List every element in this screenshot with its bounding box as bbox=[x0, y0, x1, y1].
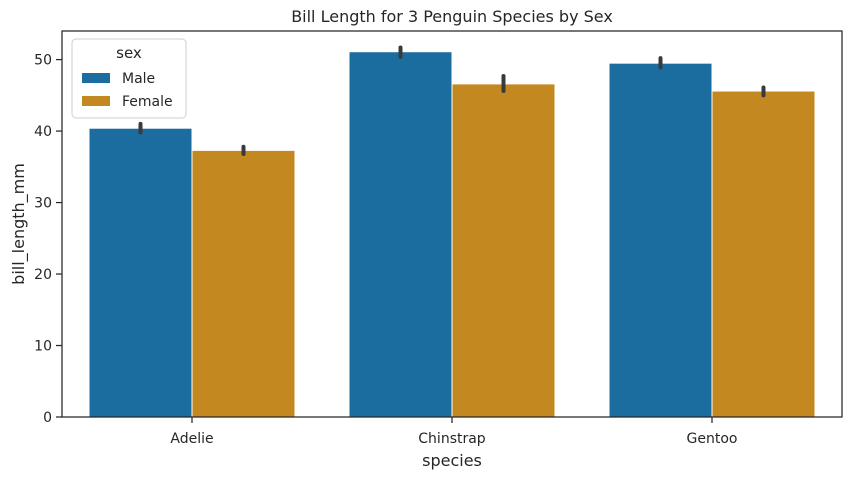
bar-chinstrap-male bbox=[348, 51, 453, 418]
bar-gentoo-female bbox=[711, 90, 816, 418]
legend-swatch-female bbox=[82, 96, 110, 106]
x-tick-label-gentoo: Gentoo bbox=[687, 431, 738, 447]
bar-adelie-male bbox=[88, 127, 193, 418]
bar-chinstrap-female bbox=[451, 83, 556, 418]
legend-label-female: Female bbox=[122, 94, 173, 110]
y-tick-label-50: 50 bbox=[34, 53, 52, 69]
legend-swatch-male bbox=[82, 73, 110, 83]
y-tick-label-30: 30 bbox=[34, 196, 52, 212]
legend-label-male: Male bbox=[122, 71, 155, 87]
error-bars-layer bbox=[138, 45, 766, 156]
y-axis-label: bill_length_mm bbox=[9, 163, 29, 285]
axes-layer: 0 10 20 30 40 50 Adelie Chinstrap Gentoo bbox=[34, 30, 843, 447]
y-tick-label-10: 10 bbox=[34, 339, 52, 355]
y-tick-label-20: 20 bbox=[34, 267, 52, 283]
y-tick-label-40: 40 bbox=[34, 124, 52, 140]
legend: sex Male Female bbox=[71, 38, 187, 119]
bar-gentoo-male bbox=[608, 62, 713, 418]
bars-layer bbox=[88, 51, 816, 418]
chart-title: Bill Length for 3 Penguin Species by Sex bbox=[291, 7, 613, 26]
bar-adelie-female bbox=[191, 149, 296, 418]
y-tick-label-0: 0 bbox=[43, 410, 52, 426]
x-tick-label-chinstrap: Chinstrap bbox=[418, 431, 486, 447]
legend-title: sex bbox=[116, 44, 142, 62]
x-tick-label-adelie: Adelie bbox=[170, 431, 213, 447]
x-axis-label: species bbox=[422, 451, 482, 470]
